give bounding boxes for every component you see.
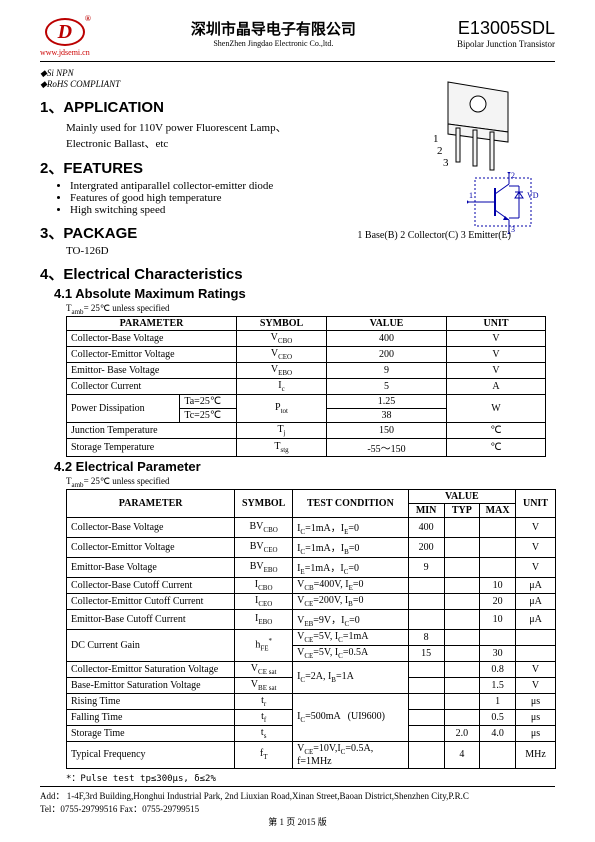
pin-labels: 1 Base(B) 2 Collector(C) 3 Emitter(E)	[357, 230, 511, 241]
header: D ® www.jdsemi.cn 深圳市晶导电子有限公司 ShenZhen J…	[40, 18, 555, 62]
tag-si-npn: ◆Si NPN	[40, 68, 74, 78]
td-vcesat-s: VCE sat	[235, 661, 293, 677]
footer-tel: Tel：0755-29799516 Fax：0755-29799515	[40, 802, 555, 815]
svg-text:2: 2	[511, 172, 515, 180]
table-row: Collector-Base Cutoff Current	[67, 577, 235, 593]
table-row: Emittor-Base Voltage	[67, 557, 235, 577]
th-symbol: SYMBOL	[237, 316, 327, 330]
company-title: 深圳市晶导电子有限公司 ShenZhen Jingdao Electronic …	[90, 18, 457, 48]
td-dc-tc1: VCE=5V, IC=1mA	[293, 629, 409, 645]
td-vbesat: Base-Emittor Saturation Voltage	[67, 677, 235, 693]
title-en: ShenZhen Jingdao Electronic Co.,ltd.	[90, 39, 457, 48]
table-row: Emittor- Base Voltage	[67, 362, 237, 378]
td-vbesat-s: VBE sat	[235, 677, 293, 693]
table-row: Collector-Emittor Cutoff Current	[67, 593, 235, 609]
th-value: VALUE	[327, 316, 447, 330]
th-unit: UNIT	[447, 316, 546, 330]
td-dcgain-s: hFE*	[235, 629, 293, 661]
svg-text:1: 1	[433, 133, 439, 145]
schematic-icon: 1 2 3 VD	[467, 172, 547, 237]
package-value: TO-126D	[66, 245, 555, 257]
td-pd: Power Dissipation	[67, 394, 180, 422]
td-pd-v2: 38	[327, 408, 447, 422]
package-drawing: 1 2 3	[393, 72, 543, 172]
electrical-table: PARAMETER SYMBOL TEST CONDITION VALUE UN…	[66, 489, 556, 769]
td-pd-sym: Ptot	[237, 394, 327, 422]
table-row: Collector-Base Voltage	[67, 517, 235, 537]
sec41-heading: 4.1 Absolute Maximum Ratings	[54, 286, 555, 301]
td-vcesat: Collector-Emittor Saturation Voltage	[67, 661, 235, 677]
th2-max: MAX	[480, 503, 516, 517]
td-dc-tc2: VCE=5V, IC=0.5A	[293, 645, 409, 661]
table-row: Collector-Emittor Voltage	[67, 346, 237, 362]
footer-page: 第 1 页 2015 版	[40, 815, 555, 828]
td-sat-tc: IC=2A, IB=1A	[293, 661, 409, 693]
pulse-note: *：Pulse test tp≤300μs, δ≤2%	[66, 771, 555, 784]
footer-addr: Add： 1-4F,3rd Building,Honghui Industria…	[40, 789, 555, 802]
footer: Add： 1-4F,3rd Building,Honghui Industria…	[40, 784, 555, 828]
td-pd-u: W	[447, 394, 546, 422]
logo-block: D ® www.jdsemi.cn	[40, 18, 90, 57]
title-cn: 深圳市晶导电子有限公司	[90, 18, 457, 39]
logo-url: www.jdsemi.cn	[40, 48, 90, 57]
th2-tc: TEST CONDITION	[293, 489, 409, 517]
tag-rohs: ◆RoHS COMPLIANT	[40, 79, 120, 89]
svg-text:3: 3	[511, 225, 515, 234]
th2-unit: UNIT	[516, 489, 556, 517]
th2-val: VALUE	[408, 489, 515, 503]
td-pd-v1: 1.25	[327, 394, 447, 408]
sec42-heading: 4.2 Electrical Parameter	[54, 459, 555, 474]
td-dc-min1: 8	[408, 629, 444, 645]
td-timing-tc: IC=500mA (UI9600)	[293, 693, 409, 741]
logo-icon: D ®	[45, 18, 85, 46]
sec4-heading: 4、Electrical Characteristics	[40, 263, 555, 284]
svg-text:1: 1	[469, 191, 473, 200]
td-dc-min2: 15	[408, 645, 444, 661]
td-dc-max2: 30	[480, 645, 516, 661]
th2-sym: SYMBOL	[235, 489, 293, 517]
part-number: E13005SDL	[457, 18, 555, 39]
table-row: Collector-Emittor Voltage	[67, 537, 235, 557]
table-row: Collector Current	[67, 378, 237, 394]
table-row: Emittor-Base Cutoff Current	[67, 609, 235, 629]
svg-text:2: 2	[437, 145, 443, 157]
registered-icon: ®	[85, 14, 91, 23]
sec41-note: Tamb= 25℃ unless specified	[66, 303, 555, 316]
td-dcgain: DC Current Gain	[67, 629, 235, 661]
svg-text:3: 3	[443, 157, 449, 169]
th2-min: MIN	[408, 503, 444, 517]
part-block: E13005SDL Bipolar Junction Transistor	[457, 18, 555, 49]
th2-typ: TYP	[444, 503, 480, 517]
table-row: Storage Temperature	[67, 438, 237, 456]
part-subtitle: Bipolar Junction Transistor	[457, 39, 555, 49]
svg-text:VD: VD	[527, 191, 539, 200]
td-tc: Tc=25℃	[180, 408, 237, 422]
table-row: Junction Temperature	[67, 422, 237, 438]
table-row: Collector-Base Voltage	[67, 330, 237, 346]
sec42-note: Tamb= 25℃ unless specified	[66, 476, 555, 489]
th2-param: PARAMETER	[67, 489, 235, 517]
th-param: PARAMETER	[67, 316, 237, 330]
td-ta: Ta=25℃	[180, 394, 237, 408]
ratings-table: PARAMETER SYMBOL VALUE UNIT Collector-Ba…	[66, 316, 546, 457]
logo-letter: D	[58, 21, 72, 44]
